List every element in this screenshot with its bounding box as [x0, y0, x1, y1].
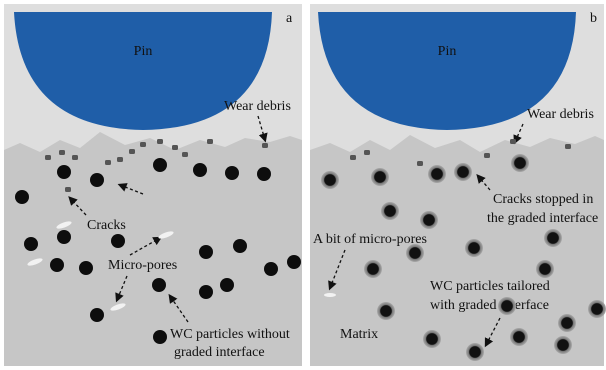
panel-label: b — [590, 11, 597, 26]
debris — [172, 145, 178, 150]
debris — [565, 144, 571, 149]
wc-particle — [287, 255, 301, 269]
debris — [140, 142, 146, 147]
pin-label: Pin — [438, 44, 457, 59]
wc-particle — [90, 173, 104, 187]
wc-particle — [588, 300, 606, 318]
wc-particle — [90, 308, 104, 322]
debris — [65, 187, 71, 192]
wc-particle — [466, 343, 484, 361]
pin-label: Pin — [134, 44, 153, 59]
wc-particle — [257, 167, 271, 181]
wc-particle — [111, 234, 125, 248]
wc-particle — [377, 302, 395, 320]
wc-particle — [406, 244, 424, 262]
panel-b: Pin b Wear debris Cracks stopped in the … — [310, 4, 606, 366]
panel-label: a — [286, 11, 293, 26]
wc-particle — [264, 262, 278, 276]
wc-particle — [152, 278, 166, 292]
debris — [484, 153, 490, 158]
panel-a: Pin a Wear debris Cracks Micro-pores WC … — [4, 4, 302, 366]
wc-particle — [15, 190, 29, 204]
figure: Pin a Wear debris Cracks Micro-pores WC … — [0, 0, 606, 370]
cracks-label: Cracks stopped in — [493, 192, 593, 207]
wc-label: graded interface — [174, 345, 265, 360]
wc-particle — [193, 163, 207, 177]
debris — [350, 155, 356, 160]
debris — [157, 139, 163, 144]
micro-pores-label: Micro-pores — [108, 258, 177, 273]
debris — [182, 152, 188, 157]
debris — [45, 155, 51, 160]
debris — [207, 139, 213, 144]
wc-particle — [371, 168, 389, 186]
wc-particle — [199, 285, 213, 299]
wc-particle — [510, 328, 528, 346]
debris — [72, 155, 78, 160]
wc-particle — [558, 314, 576, 332]
wc-particle — [454, 163, 472, 181]
wc-particle — [153, 158, 167, 172]
wc-particle — [321, 171, 339, 189]
wc-label: with graded interface — [430, 298, 549, 313]
micro-pore — [324, 293, 336, 297]
wear-debris-label: Wear debris — [527, 107, 594, 122]
wc-label: WC particles without — [170, 327, 290, 342]
wc-particle — [544, 229, 562, 247]
wc-particle — [420, 211, 438, 229]
debris — [105, 160, 111, 165]
wc-particle — [50, 258, 64, 272]
wc-particle — [57, 230, 71, 244]
debris — [59, 150, 65, 155]
debris — [129, 149, 135, 154]
wc-particle — [225, 166, 239, 180]
wc-particle — [554, 336, 572, 354]
debris — [364, 150, 370, 155]
wc-particle — [423, 330, 441, 348]
micro-pores-label: A bit of micro-pores — [313, 232, 427, 247]
debris — [510, 139, 516, 144]
wc-particle — [381, 202, 399, 220]
wc-label: WC particles tailored — [430, 279, 550, 294]
wc-particle — [233, 239, 247, 253]
debris — [417, 161, 423, 166]
debris — [117, 157, 123, 162]
wc-particle — [428, 165, 446, 183]
wc-particle — [536, 260, 554, 278]
matrix-label: Matrix — [340, 327, 378, 342]
wc-particle — [199, 245, 213, 259]
wc-particle — [220, 278, 234, 292]
wc-particle — [57, 165, 71, 179]
wc-particle — [511, 154, 529, 172]
wc-particle — [498, 297, 516, 315]
wc-particle — [153, 330, 167, 344]
cracks-label: Cracks — [87, 218, 126, 233]
wear-debris-label: Wear debris — [224, 99, 291, 114]
cracks-label: the graded interface — [487, 211, 598, 226]
wc-particle — [364, 260, 382, 278]
wc-particle — [79, 261, 93, 275]
wc-particle — [465, 239, 483, 257]
wc-particle — [24, 237, 38, 251]
debris — [262, 143, 268, 148]
